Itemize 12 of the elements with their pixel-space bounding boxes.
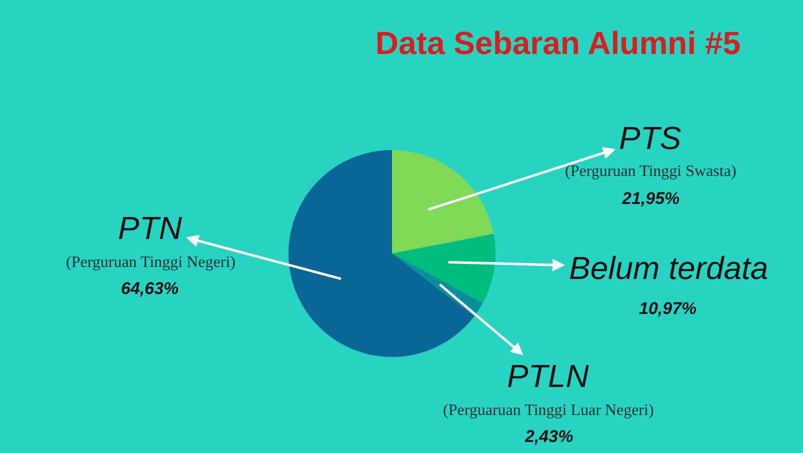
slice-label: PTN (Perguruan Tinggi Negeri) (66, 210, 236, 271)
pie-slice (392, 150, 494, 254)
data-label: 2,43% (524, 427, 574, 446)
pie-slice (392, 234, 496, 303)
slice-label: PTS (Perguruan Tinggi Swasta) (565, 120, 736, 180)
slice-label: Belum terdata (569, 250, 768, 286)
pie-slice (288, 150, 474, 357)
data-label: 10,97% (639, 299, 697, 318)
data-label: 64,63% (121, 279, 179, 298)
data-label: 21,95% (621, 189, 680, 208)
slice-label: PTLN (Perguaruan Tinggi Luar Negeri) (443, 358, 654, 419)
chart-title: Data Sebaran Alumni #5 (375, 25, 741, 62)
